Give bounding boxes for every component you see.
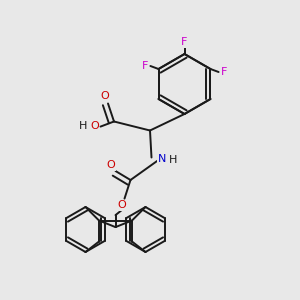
- Text: O: O: [117, 200, 126, 210]
- Text: O: O: [90, 121, 99, 131]
- Text: F: F: [142, 61, 148, 71]
- Text: N: N: [158, 154, 166, 164]
- Text: H: H: [169, 155, 177, 165]
- Text: F: F: [221, 67, 227, 77]
- Text: F: F: [181, 37, 188, 47]
- Text: H: H: [79, 121, 88, 131]
- Text: O: O: [100, 91, 109, 101]
- Text: O: O: [106, 160, 116, 170]
